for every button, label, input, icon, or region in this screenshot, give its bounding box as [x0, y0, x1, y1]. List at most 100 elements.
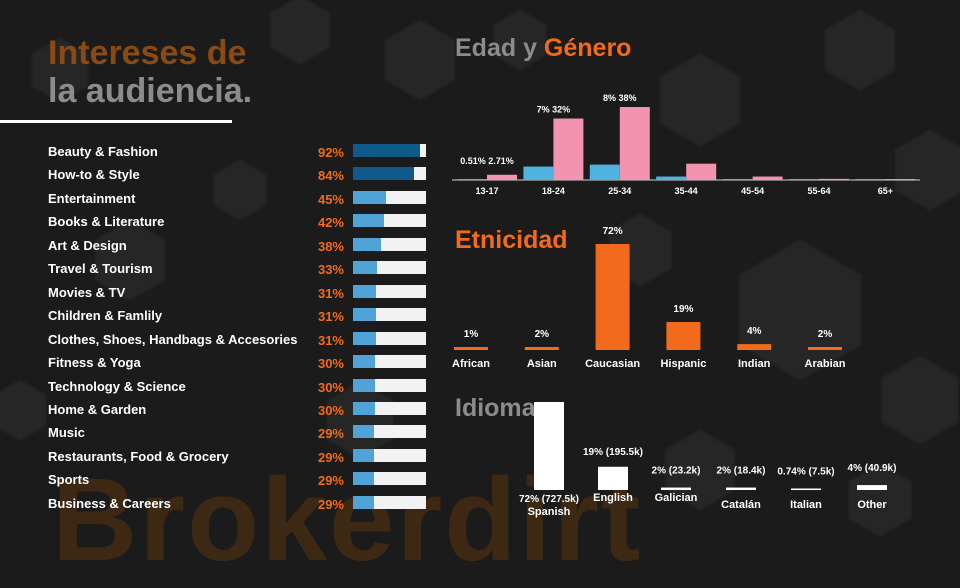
- page-title: Intereses de la audiencia.: [48, 34, 252, 110]
- age-gender-chart: 13-17 0.51% 2.71% 18-24 7% 32% 25-34 8% 38% 35…: [452, 93, 920, 196]
- ethnicity-tick-label: Caucasian: [585, 358, 640, 370]
- background-hexagons: [0, 0, 960, 538]
- age-tick-label: 18-24: [542, 186, 565, 196]
- age-bar-male: [855, 179, 886, 180]
- age-tick-label: 13-17: [475, 186, 498, 196]
- interest-bar-fill: [353, 144, 421, 157]
- interest-bar-track: [353, 144, 426, 157]
- language-tick-label: Spanish: [528, 506, 571, 518]
- interest-bar-fill: [353, 261, 378, 275]
- language-tick-label: Italian: [790, 499, 822, 511]
- interest-percent: 29%: [317, 449, 344, 465]
- interest-label: Children & Famlily: [48, 308, 163, 324]
- interest-label: Clothes, Shoes, Handbags & Accesories: [48, 331, 298, 347]
- age-bar-male: [457, 179, 487, 180]
- interest-percent: 30%: [317, 379, 344, 395]
- interest-bar-track: [353, 378, 426, 392]
- interest-percent: 84%: [317, 168, 344, 184]
- interest-bar-track: [353, 401, 426, 415]
- interest-label: Music: [48, 425, 85, 441]
- ethnicity-title: Etnicidad: [455, 226, 568, 254]
- age-tick-label: 65+: [878, 186, 893, 196]
- interest-label: Books & Literature: [48, 214, 165, 230]
- ethnicity-tick-label: Asian: [527, 358, 557, 370]
- language-data-label: 72% (727.5k): [519, 494, 579, 505]
- interest-bar-track: [353, 261, 426, 275]
- language-bar: [534, 402, 564, 490]
- interest-label: Business & Careers: [48, 495, 171, 511]
- interest-percent: 31%: [317, 309, 344, 325]
- interest-row: Entertainment 45%: [48, 189, 428, 209]
- background-hexagon: [847, 462, 913, 538]
- interest-bar-fill: [353, 425, 375, 439]
- interest-bar-track: [353, 237, 426, 251]
- age-tick-label: 35-44: [675, 186, 698, 196]
- interest-percent: 29%: [317, 473, 344, 489]
- age-bar-female: [885, 179, 916, 180]
- background-hexagon: [384, 18, 456, 102]
- background-hexagon: [213, 158, 267, 222]
- interest-bar-fill: [353, 214, 384, 228]
- interest-bar-fill: [353, 308, 376, 322]
- ethnicity-tick-label: Hispanic: [660, 358, 706, 370]
- ethnicity-bar: [595, 244, 630, 350]
- ethnicity-data-label: 2%: [535, 329, 550, 340]
- interest-percent: 30%: [317, 402, 344, 418]
- interest-row: Music 29%: [48, 423, 428, 443]
- language-bar: [726, 487, 756, 490]
- interest-row: Books & Literature 42%: [48, 212, 428, 232]
- background-hexagon: [880, 354, 960, 446]
- ethnicity-chart: 1% African 2% Asian 72% Caucasian 19% Hispanic 4…: [452, 226, 846, 370]
- age-data-label: 0.51% 2.71%: [460, 156, 514, 166]
- interest-bar-track: [353, 284, 426, 298]
- interest-percent: 38%: [317, 238, 344, 254]
- background-hexagon: [894, 128, 960, 212]
- interest-bar-fill: [353, 167, 415, 181]
- interest-row: Technology & Science 30%: [48, 377, 428, 397]
- interest-label: Beauty & Fashion: [48, 144, 158, 159]
- interest-bar-track: [353, 167, 426, 181]
- ethnicity-bar: [524, 347, 559, 350]
- interest-row: Movies & TV 31%: [48, 283, 428, 303]
- age-bar-female: [752, 176, 783, 180]
- interest-bar-track: [353, 214, 426, 228]
- interest-percent: 45%: [317, 191, 344, 207]
- ethnicity-data-label: 72%: [603, 226, 623, 237]
- age-bar-male: [656, 176, 687, 180]
- interest-row: Art & Design 38%: [48, 236, 428, 256]
- language-title: Idioma: [455, 394, 536, 422]
- language-tick-label: Catalán: [721, 499, 761, 511]
- interest-row: Home & Garden 30%: [48, 400, 428, 420]
- interest-bar-track: [353, 331, 426, 345]
- interest-bar-fill: [353, 495, 375, 509]
- interest-row: Travel & Tourism 33%: [48, 259, 428, 279]
- language-data-label: 4% (40.9k): [848, 463, 897, 474]
- background-hexagon: [94, 218, 166, 302]
- page-title-line1: Intereses de: [48, 34, 247, 72]
- interest-percent: 30%: [317, 356, 344, 372]
- page-title-line2: la audiencia.: [48, 72, 253, 110]
- age-gender-title: Edad y Género: [455, 34, 632, 62]
- ethnicity-data-label: 2%: [818, 329, 833, 340]
- interest-bar-track: [353, 425, 426, 439]
- interest-label: Art & Design: [48, 237, 127, 253]
- age-bar-male: [722, 179, 753, 180]
- age-bar-male: [789, 179, 819, 180]
- age-bar-male: [589, 164, 620, 180]
- ethnicity-bar: [454, 347, 488, 350]
- interest-bar-track: [353, 472, 426, 486]
- interest-row: How-to & Style 84%: [48, 165, 428, 185]
- interest-percent: 42%: [317, 215, 344, 231]
- language-chart: 72% (727.5k)Spanish 19% (195.5k) English 2%…: [519, 402, 897, 518]
- ethnicity-bar: [666, 322, 701, 350]
- age-tick-label: 25-34: [608, 186, 631, 196]
- ethnicity-data-label: 1%: [464, 329, 479, 340]
- interest-bar-track: [353, 308, 426, 322]
- age-bar-female: [487, 174, 517, 180]
- title-underline: [0, 120, 232, 123]
- age-tick-label: 45-54: [741, 186, 764, 196]
- interest-label: Home & Garden: [48, 401, 147, 417]
- interest-bar-fill: [353, 378, 375, 392]
- ethnicity-tick-label: Arabian: [805, 358, 846, 370]
- interest-row: Children & Famlily 31%: [48, 306, 428, 326]
